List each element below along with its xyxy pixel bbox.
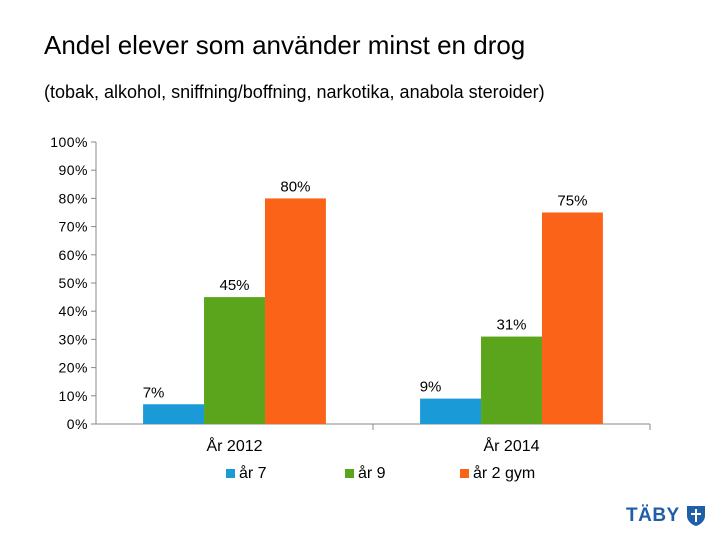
- y-tick-label: 100%: [50, 134, 88, 150]
- bar: [420, 398, 482, 424]
- y-tick-label: 40%: [58, 303, 88, 319]
- y-tick-label: 60%: [58, 247, 88, 263]
- chart-title: Andel elever som använder minst en drog: [44, 30, 526, 60]
- y-tick-label: 30%: [58, 331, 88, 347]
- bar: [204, 297, 265, 424]
- bar: [264, 198, 326, 424]
- brand-name: TÄBY: [626, 505, 680, 526]
- bar: [143, 404, 205, 424]
- taby-shield-icon: [686, 506, 705, 526]
- legend-label: år 9: [358, 464, 386, 482]
- data-label: 31%: [496, 317, 526, 334]
- y-tick-label: 50%: [58, 275, 88, 291]
- data-label: 9%: [420, 379, 442, 396]
- legend-swatch: [460, 469, 469, 478]
- y-tick-label: 10%: [58, 388, 88, 404]
- data-label: 75%: [557, 193, 587, 210]
- y-tick-label: 70%: [58, 219, 88, 235]
- chart-subtitle: (tobak, alkohol, sniffning/boffning, nar…: [44, 82, 545, 102]
- bar: [481, 336, 542, 424]
- y-tick-label: 20%: [58, 360, 88, 376]
- brand-logo: TÄBY: [626, 505, 706, 527]
- bar: [541, 212, 603, 424]
- legend-swatch: [345, 469, 354, 478]
- y-tick-label: 90%: [58, 162, 88, 178]
- legend-label: år 7: [239, 464, 267, 482]
- data-label: 7%: [143, 384, 165, 401]
- y-tick-label: 0%: [67, 416, 88, 432]
- data-label: 45%: [219, 277, 249, 294]
- legend-swatch: [226, 469, 235, 478]
- legend-label: år 2 gym: [473, 464, 535, 482]
- data-label: 80%: [280, 178, 310, 195]
- y-tick-label: 80%: [58, 190, 88, 206]
- x-category-label: År 2012: [206, 436, 262, 455]
- x-category-label: År 2014: [483, 436, 539, 455]
